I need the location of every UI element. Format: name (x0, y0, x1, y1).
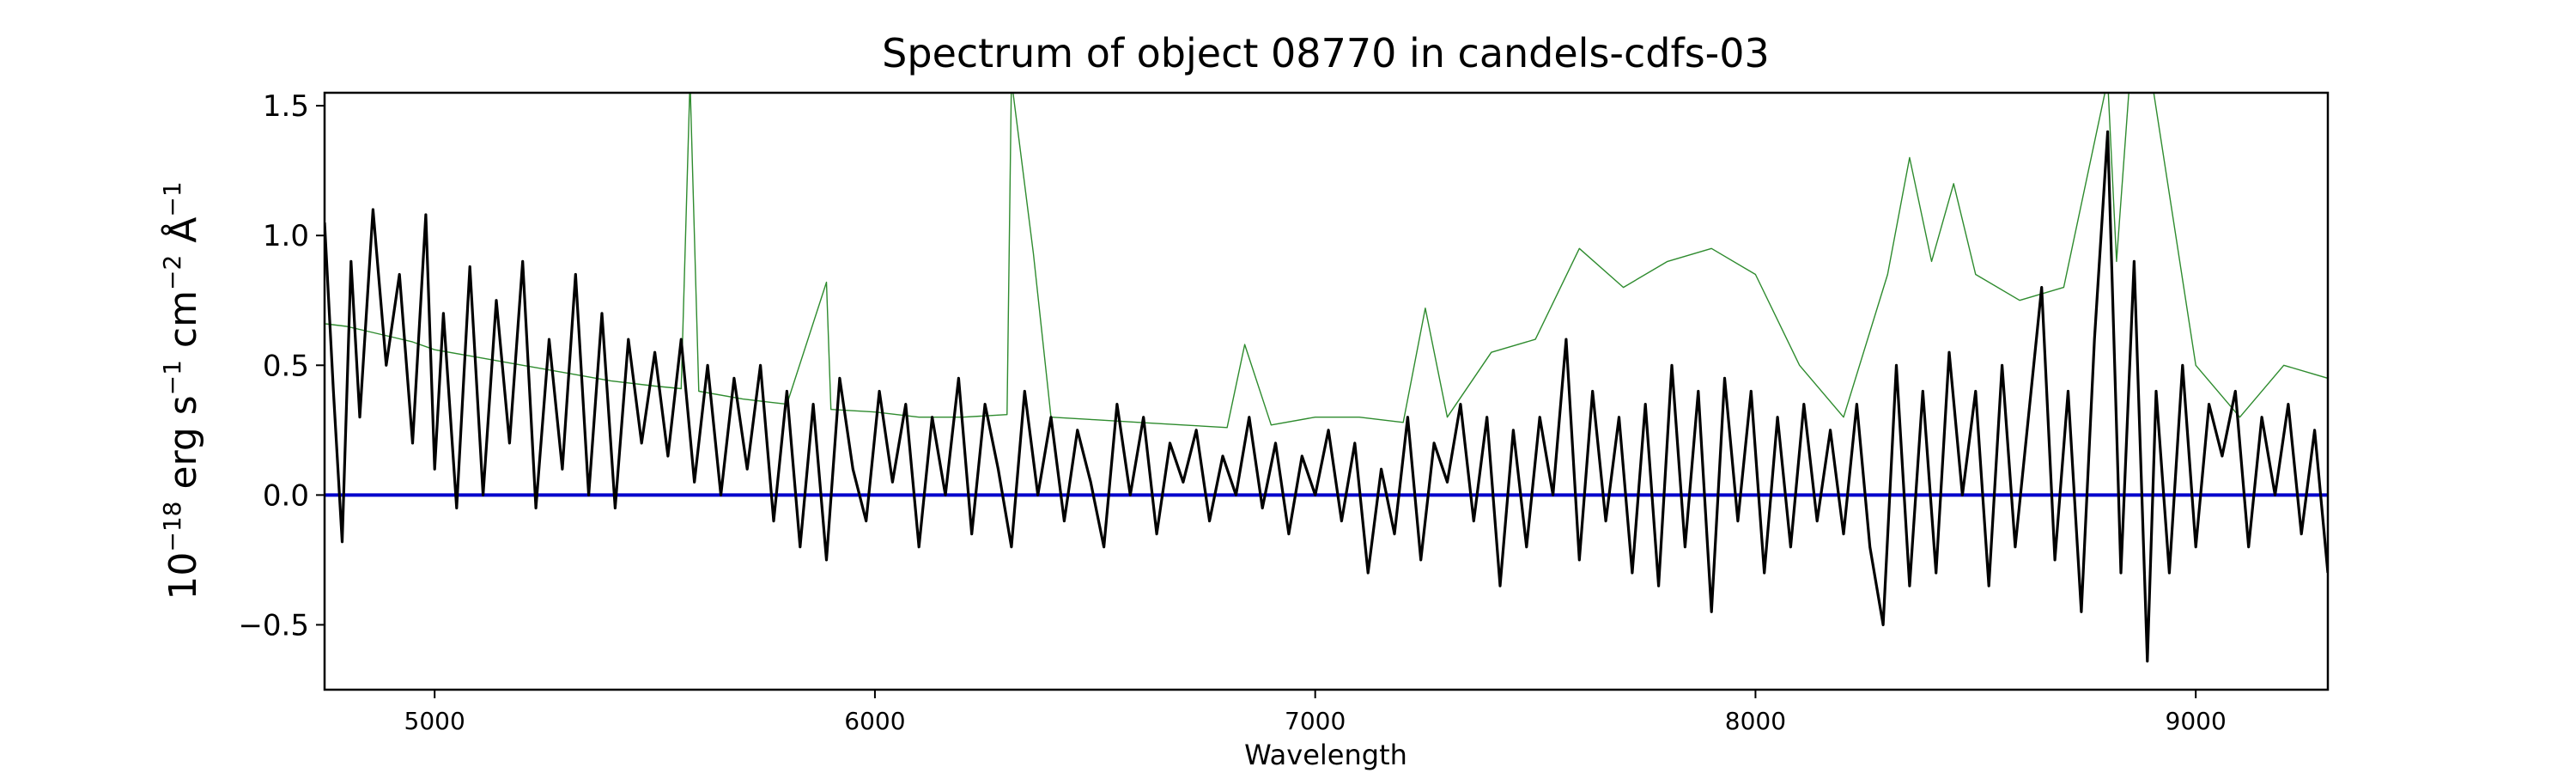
y-label-base: 10 (161, 552, 205, 600)
error-series-line (325, 93, 2328, 429)
x-tick-label: 7000 (1285, 707, 1346, 735)
y-label-ang: Å (160, 217, 205, 255)
x-tick-label: 9000 (2166, 707, 2227, 735)
svg-text:10−18 erg s−1 cm−2 Å−1: 10−18 erg s−1 cm−2 Å−1 (158, 181, 205, 600)
flux-series-line (325, 130, 2328, 663)
x-tick-label: 8000 (1725, 707, 1786, 735)
x-axis-ticks: 5000 6000 7000 8000 9000 (404, 690, 2227, 735)
y-label-exp2: −2 (158, 255, 186, 290)
x-tick-label: 6000 (844, 707, 905, 735)
y-axis-label: 10−18 erg s−1 cm−2 Å−1 (158, 181, 205, 600)
series-layer (325, 93, 2328, 663)
chart-title: Spectrum of object 08770 in candels-cdfs… (882, 30, 1770, 76)
x-axis-label: Wavelength (1244, 739, 1407, 771)
y-tick-label: 1.5 (263, 89, 309, 124)
y-tick-label: −0.5 (238, 608, 309, 642)
y-label-erg: erg s (161, 395, 205, 501)
y-label-exp1b: −1 (158, 181, 186, 216)
plot-frame (323, 91, 2330, 691)
y-label-cm: cm (161, 290, 205, 360)
y-tick-label: 0.5 (263, 349, 309, 383)
y-axis-ticks: −0.5 0.0 0.5 1.0 1.5 (238, 89, 325, 642)
plot-area (323, 91, 2330, 691)
y-label-exp18: −18 (158, 502, 186, 552)
y-label-exp1a: −1 (158, 360, 186, 395)
x-tick-label: 5000 (404, 707, 465, 735)
y-tick-label: 0.0 (263, 478, 309, 513)
y-tick-label: 1.0 (263, 219, 309, 253)
